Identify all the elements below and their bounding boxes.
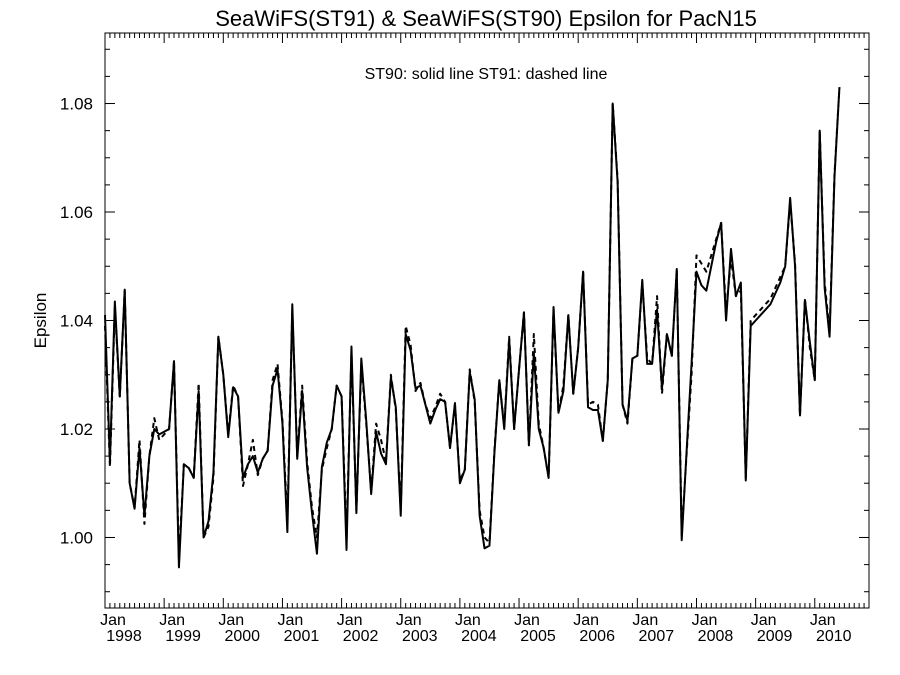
x-tick-month-label: Jan [337, 612, 363, 629]
y-tick-label: 1.04 [60, 312, 93, 331]
y-tick-label: 1.00 [60, 528, 93, 547]
x-tick-month-label: Jan [278, 612, 304, 629]
x-tick-month-label: Jan [692, 612, 718, 629]
series-layer [104, 87, 841, 569]
x-tick-year-label: 2000 [224, 628, 260, 645]
x-tick-month-label: Jan [810, 612, 836, 629]
plot-frame [104, 32, 870, 609]
x-tick-month-label: Jan [218, 612, 244, 629]
x-tick-year-label: 2005 [520, 628, 556, 645]
y-axis-label: Epsilon [31, 293, 50, 349]
x-tick-month-label: Jan [751, 612, 777, 629]
x-tick-month-label: Jan [455, 612, 481, 629]
x-tick-year-label: 1998 [106, 628, 142, 645]
y-tick-label: 1.02 [60, 420, 93, 439]
x-tick-month-label: Jan [396, 612, 422, 629]
y-tick-label: 1.08 [60, 95, 93, 114]
x-tick-year-label: 1999 [165, 628, 201, 645]
x-tick-year-label: 2002 [343, 628, 379, 645]
x-tick-year-label: 2007 [639, 628, 675, 645]
x-tick-month-label: Jan [632, 612, 658, 629]
x-tick-month-label: Jan [573, 612, 599, 629]
series-line-st91 [104, 87, 841, 561]
x-tick-year-label: 2010 [816, 628, 852, 645]
x-tick-month-label: Jan [159, 612, 185, 629]
x-tick-year-label: 2009 [757, 628, 793, 645]
x-tick-year-label: 2008 [698, 628, 734, 645]
chart-title: SeaWiFS(ST91) & SeaWiFS(ST90) Epsilon fo… [215, 6, 757, 31]
x-tick-month-label: Jan [100, 612, 126, 629]
x-tick-month-label: Jan [514, 612, 540, 629]
series-line-st90 [104, 87, 841, 569]
x-tick-year-label: 2006 [579, 628, 615, 645]
y-tick-label: 1.06 [60, 203, 93, 222]
x-tick-year-label: 2004 [461, 628, 497, 645]
axes: 1.001.021.041.061.08Jan1998Jan1999Jan200… [60, 33, 870, 645]
legend-annotation: ST90: solid line ST91: dashed line [365, 66, 608, 83]
x-tick-year-label: 2001 [284, 628, 320, 645]
x-tick-year-label: 2003 [402, 628, 438, 645]
